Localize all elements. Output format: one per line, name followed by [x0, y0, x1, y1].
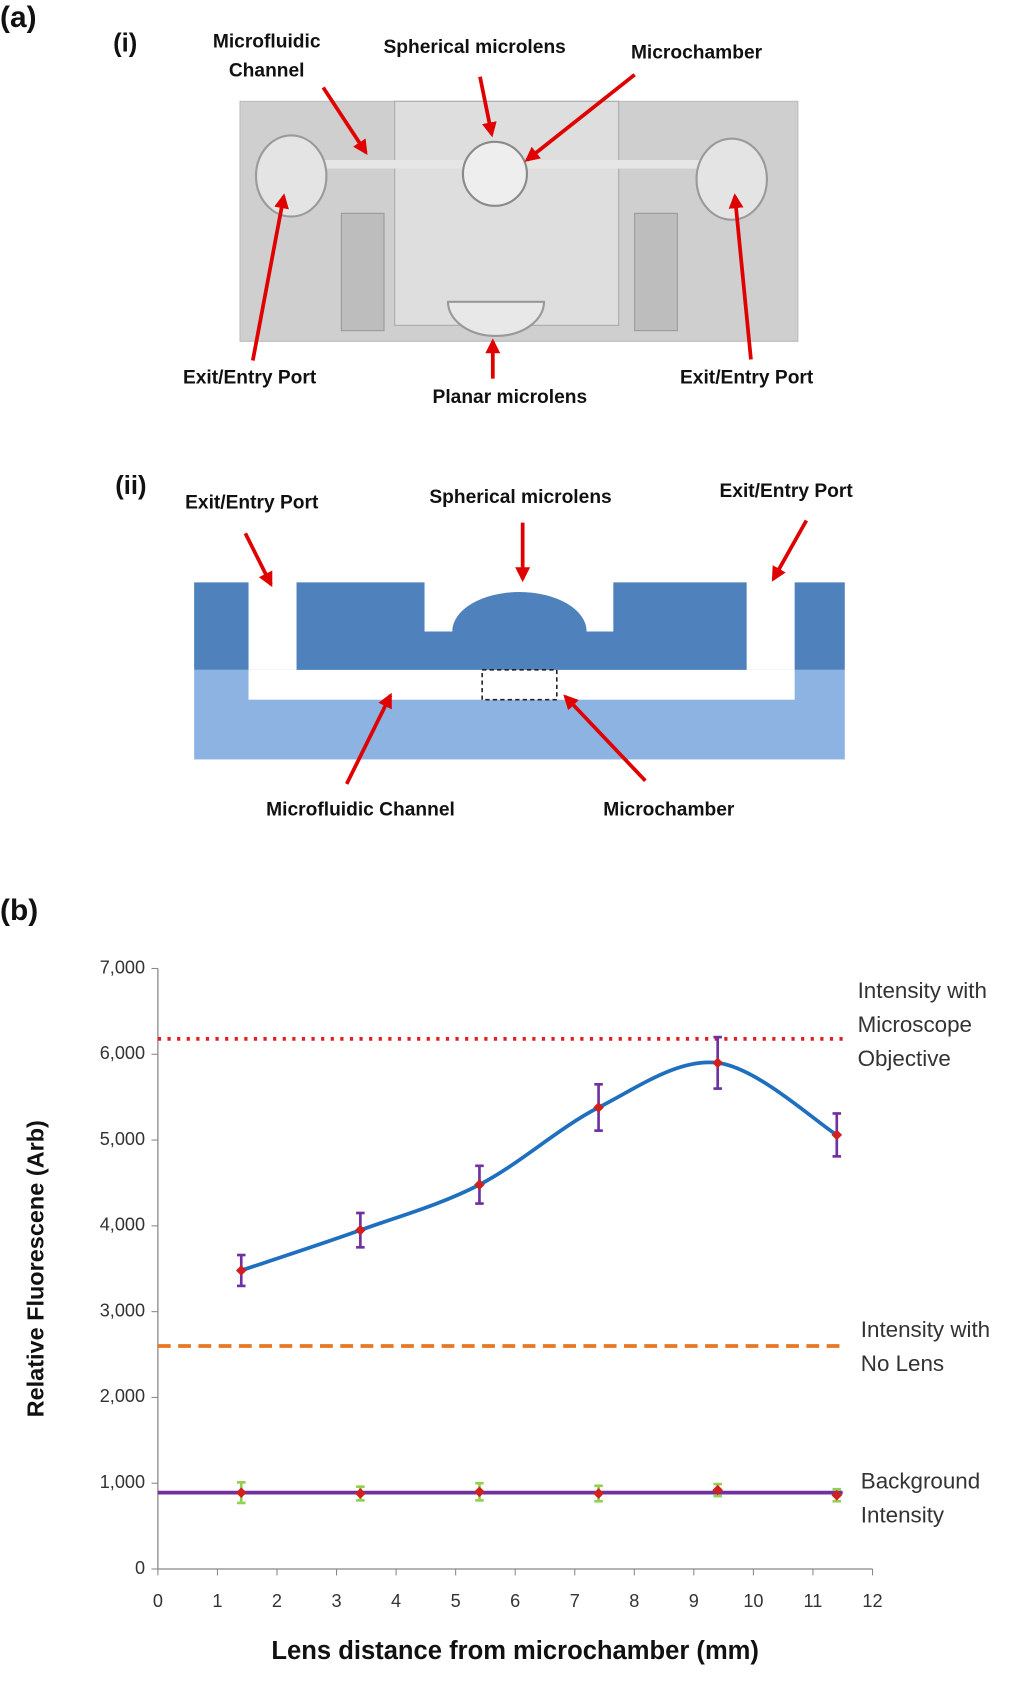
x-tick-label: 7: [570, 1591, 580, 1611]
arrow: [524, 73, 636, 162]
panel-label: (i): [113, 30, 137, 58]
arrow: [243, 532, 273, 588]
device-photo: [239, 100, 799, 342]
annotation: Exit/Entry Port: [183, 368, 317, 389]
x-axis-label: Lens distance from microchamber (mm): [271, 1637, 759, 1665]
data-point: [474, 1486, 485, 1498]
x-tick-label: 1: [212, 1591, 222, 1611]
annotation: Spherical microlens: [383, 37, 565, 58]
y-tick-label: 4,000: [100, 1215, 145, 1235]
arrow: [563, 694, 647, 783]
arrow: [478, 76, 497, 138]
data-point: [235, 1265, 247, 1276]
y-tick-label: 3,000: [100, 1300, 145, 1320]
annotation: Microchamber: [603, 800, 735, 821]
arrow: [771, 519, 809, 582]
data-point: [831, 1489, 843, 1501]
panel-label: (ii): [115, 472, 146, 500]
data-point: [593, 1102, 604, 1113]
y-tick-label: 0: [135, 1558, 145, 1578]
annotation: Exit/Entry Port: [719, 481, 853, 502]
annotation: Channel: [229, 61, 305, 82]
y-tick-label: 6,000: [100, 1043, 145, 1063]
x-tick-label: 3: [331, 1591, 341, 1611]
reference-label: Objective: [858, 1046, 951, 1071]
panel-label: (a): [0, 1, 36, 34]
annotation: Planar microlens: [433, 387, 588, 408]
x-tick-label: 10: [743, 1591, 763, 1611]
arrow: [250, 193, 289, 361]
data-point: [355, 1224, 366, 1236]
device-schematic: [194, 582, 845, 760]
y-tick-label: 5,000: [100, 1129, 145, 1149]
data-point: [712, 1057, 724, 1069]
x-tick-label: 0: [153, 1591, 163, 1611]
reference-label: Background: [861, 1469, 980, 1494]
panel-label: (b): [0, 894, 38, 927]
x-tick-label: 6: [510, 1591, 520, 1611]
x-tick-label: 5: [451, 1591, 461, 1611]
y-tick-label: 2,000: [100, 1386, 145, 1406]
arrow: [321, 86, 368, 156]
data-point: [593, 1488, 604, 1499]
data-point: [712, 1484, 724, 1496]
x-tick-label: 2: [272, 1591, 282, 1611]
x-tick-label: 12: [862, 1591, 882, 1611]
y-tick-label: 1,000: [100, 1472, 145, 1492]
x-tick-label: 11: [804, 1591, 823, 1611]
data-point: [235, 1487, 247, 1498]
reference-label: No Lens: [861, 1351, 944, 1376]
annotation: Microchamber: [631, 42, 763, 63]
x-tick-label: 8: [629, 1591, 639, 1611]
arrow: [344, 692, 393, 785]
annotation: Spherical microlens: [429, 487, 611, 508]
data-point: [355, 1488, 366, 1499]
x-tick-label: 9: [689, 1591, 699, 1611]
annotation: Exit/Entry Port: [185, 493, 319, 514]
annotation: Microfluidic: [213, 32, 321, 53]
reference-label: Microscope: [858, 1012, 972, 1037]
reference-label: Intensity with: [858, 978, 987, 1003]
fit-line: [240, 1060, 838, 1273]
reference-label: Intensity: [861, 1503, 945, 1528]
annotation: Microfluidic Channel: [266, 800, 455, 821]
x-tick-label: 4: [391, 1591, 401, 1611]
arrow: [728, 193, 753, 360]
y-axis-label: Relative Fluorescene (Arb): [23, 1120, 49, 1417]
data-point: [474, 1179, 485, 1191]
annotation: Exit/Entry Port: [680, 368, 814, 389]
reference-label: Intensity with: [861, 1317, 990, 1342]
y-tick-label: 7,000: [100, 957, 145, 977]
